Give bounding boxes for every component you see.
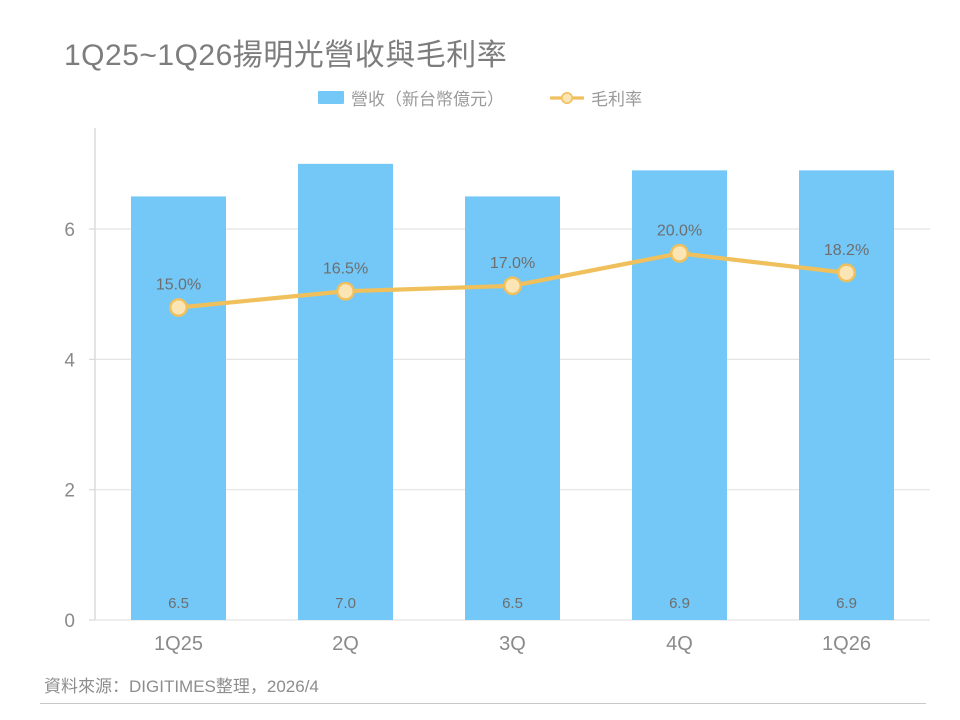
x-axis-category-label: 2Q: [332, 633, 359, 655]
chart-title: 1Q25~1Q26揚明光營收與毛利率: [64, 39, 508, 72]
bar[interactable]: [298, 163, 393, 620]
line-value-label: 17.0%: [490, 255, 535, 272]
y-axis-tick-labels: 0 2 4 6: [64, 220, 75, 632]
bar-value-label: 6.9: [669, 595, 690, 612]
bar-series: [131, 163, 894, 621]
y-axis-tick-label: 6: [64, 220, 75, 241]
chart-legend: 營收（新台幣億元） 毛利率: [0, 85, 960, 110]
bar[interactable]: [131, 196, 226, 621]
legend-item-label: 毛利率: [591, 90, 642, 109]
line-value-label: 18.2%: [824, 242, 869, 259]
line-marker[interactable]: [169, 298, 188, 317]
bar-value-labels: 6.5 7.0 6.5 6.9 6.9: [168, 595, 857, 612]
line-marker-swatch-icon: [549, 91, 585, 105]
bar-swatch-icon: [318, 91, 344, 104]
bar[interactable]: [799, 170, 894, 621]
y-axis-tick-label: 4: [64, 350, 75, 371]
y-axis-tick-label: 0: [64, 611, 75, 632]
line-value-labels: 15.0% 16.5% 17.0% 20.0% 18.2%: [156, 222, 869, 293]
source-note: 資料來源：DIGITIMES整理，2026/4: [44, 677, 319, 696]
legend-item-revenue[interactable]: 營收（新台幣億元）: [318, 85, 504, 110]
y-axis-tick-label: 2: [64, 481, 75, 502]
bar[interactable]: [465, 196, 560, 621]
x-axis-category-label: 1Q26: [822, 633, 871, 655]
legend-item-label: 營收（新台幣億元）: [351, 90, 504, 109]
x-axis-category-label: 1Q25: [154, 633, 203, 655]
line-marker[interactable]: [336, 281, 355, 301]
bar-value-label: 6.5: [168, 595, 189, 612]
line-marker[interactable]: [503, 276, 522, 296]
footer-divider: [40, 703, 926, 704]
bar-value-label: 6.9: [836, 595, 857, 612]
line-value-label: 16.5%: [323, 260, 368, 277]
x-axis-category-label: 3Q: [499, 633, 526, 655]
line-markers: [169, 243, 856, 317]
line-marker[interactable]: [670, 243, 689, 263]
line-value-label: 20.0%: [657, 222, 702, 239]
bar-value-label: 6.5: [502, 595, 523, 612]
x-axis-category-label: 4Q: [666, 633, 693, 655]
x-axis-category-labels: 1Q25 2Q 3Q 4Q 1Q26: [154, 633, 871, 655]
line-value-label: 15.0%: [156, 277, 201, 294]
legend-item-gross-margin[interactable]: 毛利率: [549, 85, 642, 110]
bar-value-label: 7.0: [335, 595, 356, 612]
line-marker[interactable]: [837, 263, 856, 283]
